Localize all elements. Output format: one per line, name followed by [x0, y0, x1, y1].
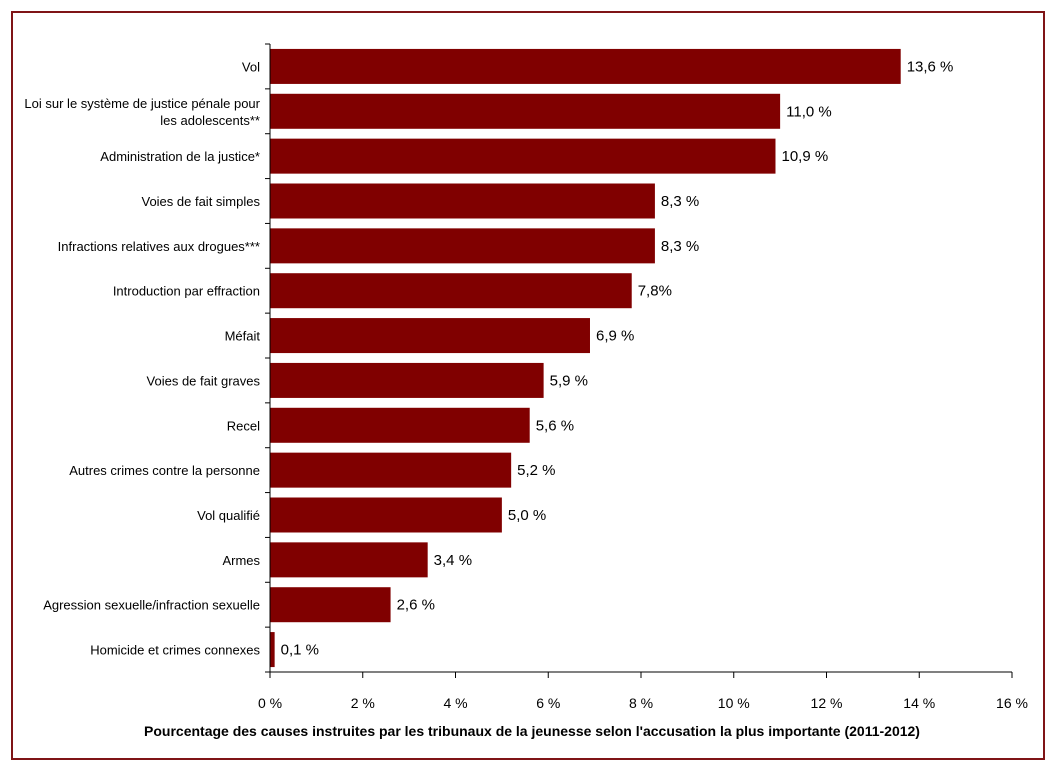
bar: [270, 138, 776, 174]
category-label: Autres crimes contre la personne: [69, 463, 260, 478]
category-labels: Vol Loi sur le système de justice pénale …: [24, 59, 260, 657]
x-tick-label: 14 %: [903, 695, 935, 711]
bar: [270, 93, 781, 129]
bars-group: [270, 48, 901, 668]
x-axis-title: Pourcentage des causes instruites par le…: [144, 723, 920, 739]
category-label: Infractions relatives aux drogues***: [58, 239, 260, 254]
data-label: 6,9 %: [596, 328, 634, 345]
data-label: 0,1 %: [281, 642, 319, 659]
category-label: Voies de fait graves: [147, 373, 261, 388]
category-label: Armes: [222, 553, 260, 568]
value-labels: 13,6 % 11,0 % 10,9 % 8,3 % 8,3 % 7,8% 6,9 % 5,9…: [281, 58, 954, 658]
data-label: 11,0 %: [786, 103, 832, 120]
bar: [270, 542, 428, 578]
data-label: 3,4 %: [434, 552, 472, 569]
data-label: 5,2 %: [517, 462, 555, 479]
x-tick-label: 10 %: [718, 695, 750, 711]
category-label: Vol: [242, 59, 260, 74]
data-label: 5,9 %: [550, 372, 588, 389]
data-label: 2,6 %: [397, 597, 435, 614]
category-label: Agression sexuelle/infraction sexuelle: [43, 598, 260, 613]
data-label: 13,6 %: [907, 58, 954, 75]
bar: [270, 632, 275, 668]
data-label: 5,0 %: [508, 507, 546, 524]
axes-group: 0 % 2 % 4 % 6 % 8 % 10 % 12 % 14 % 16 %: [258, 43, 1028, 711]
bar: [270, 497, 502, 533]
bar: [270, 407, 530, 443]
data-label: 10,9 %: [781, 148, 828, 165]
category-label: Loi sur le système de justice pénale pou…: [24, 96, 260, 128]
category-label: Homicide et crimes connexes: [90, 643, 260, 658]
x-tick-label: 8 %: [629, 695, 653, 711]
x-tick-label: 4 %: [443, 695, 467, 711]
category-label: Introduction par effraction: [113, 284, 260, 299]
bar: [270, 362, 544, 398]
category-label: Recel: [227, 418, 260, 433]
data-label: 5,6 %: [536, 417, 574, 434]
x-tick-label: 12 %: [811, 695, 843, 711]
data-label: 7,8%: [638, 283, 672, 300]
bar: [270, 183, 655, 219]
data-label: 8,3 %: [661, 238, 699, 255]
category-label: Vol qualifié: [197, 508, 260, 523]
bar: [270, 228, 655, 264]
bar: [270, 318, 590, 354]
x-tick-label: 2 %: [351, 695, 375, 711]
category-label: Administration de la justice*: [100, 149, 260, 164]
bar: [270, 452, 512, 488]
category-label: Voies de fait simples: [141, 194, 260, 209]
category-label: Méfait: [225, 329, 261, 344]
x-tick-label: 6 %: [536, 695, 560, 711]
bar: [270, 587, 391, 623]
data-label: 8,3 %: [661, 193, 699, 210]
x-tick-label: 0 %: [258, 695, 282, 711]
bar: [270, 273, 632, 309]
bar: [270, 48, 901, 84]
x-tick-label: 16 %: [996, 695, 1028, 711]
